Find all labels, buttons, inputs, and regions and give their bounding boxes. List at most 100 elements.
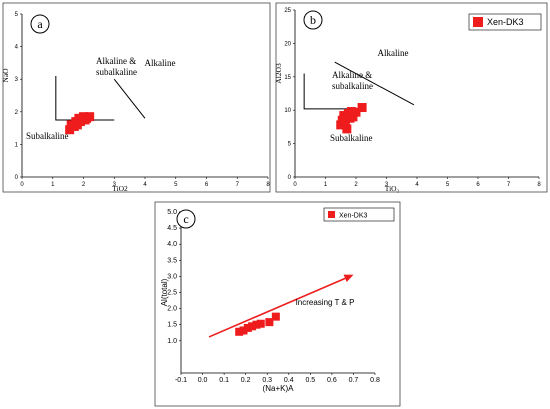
field-annotation: Alkaline & bbox=[96, 56, 136, 66]
y-tick-label: 4.0 bbox=[167, 241, 177, 248]
y-tick-label: 25 bbox=[284, 8, 291, 14]
field-annotation: subalkaline bbox=[332, 81, 373, 91]
data-point bbox=[357, 103, 367, 113]
y-tick-label: 5.0 bbox=[167, 209, 177, 216]
y-tick-label: 3 bbox=[15, 77, 19, 83]
y-tick-label: 15 bbox=[284, 75, 291, 81]
y-tick-label: 4.5 bbox=[167, 225, 177, 232]
x-axis-label: TiO₂ bbox=[385, 184, 400, 193]
x-tick-label: 5 bbox=[446, 182, 450, 188]
data-point bbox=[351, 107, 361, 117]
legend-box bbox=[323, 207, 395, 222]
panel-b-chart: 0 1 2 3 4 5 6 7 8 0 5 10 15 20 25 TiO₂ Al2O3 b Alkaline Alk… bbox=[274, 2, 548, 193]
x-tick-label: 0.1 bbox=[219, 377, 229, 384]
x-tick-label: 0.7 bbox=[349, 377, 359, 384]
field-annotation: subalkaline bbox=[96, 67, 137, 77]
field-annotation: Alkaline bbox=[145, 58, 176, 68]
trend-arrow-head bbox=[343, 274, 354, 283]
legend-label: Xen-DK3 bbox=[339, 213, 368, 220]
field-annotation: Subalkaline bbox=[330, 133, 373, 143]
x-tick-label: 8 bbox=[537, 182, 541, 188]
data-point bbox=[75, 117, 85, 127]
field-boundary-line bbox=[334, 61, 415, 106]
legend-label: Xen-DK3 bbox=[487, 17, 524, 27]
data-point bbox=[271, 312, 280, 321]
x-tick-label: 0.4 bbox=[284, 377, 294, 384]
axes-frame bbox=[180, 212, 375, 374]
x-tick-label: 0 bbox=[293, 182, 297, 188]
y-tick-label: 3.5 bbox=[167, 257, 177, 264]
legend-box bbox=[468, 13, 542, 31]
x-tick-label: 6 bbox=[476, 182, 480, 188]
panel-border bbox=[2, 2, 271, 193]
y-tick-label: 4 bbox=[15, 45, 19, 51]
data-point bbox=[65, 125, 75, 135]
data-point bbox=[243, 323, 252, 332]
x-tick-label: 5 bbox=[174, 182, 178, 188]
data-point bbox=[336, 120, 346, 130]
field-boundary-line bbox=[55, 75, 115, 121]
y-tick-label: 2.0 bbox=[167, 306, 177, 313]
y-tick-label: 5 bbox=[288, 142, 292, 148]
panel-a-chart: 0 1 2 3 4 5 6 7 8 0 1 2 3 4 5 TiO2 NaO a Alkaline &subalka… bbox=[1, 2, 271, 193]
legend-swatch bbox=[473, 17, 483, 27]
x-tick-label: 0 bbox=[20, 182, 24, 188]
y-axis-label: NaO bbox=[1, 68, 10, 83]
field-annotation: Alkaline & bbox=[332, 70, 372, 80]
y-axis-label: Al2O3 bbox=[274, 63, 283, 84]
y-tick-label: 20 bbox=[284, 41, 291, 47]
axes-frame bbox=[294, 10, 539, 178]
x-tick-label: 7 bbox=[236, 182, 240, 188]
panel-c-chart: -0.1 0.0 0.1 0.2 0.3 0.4 0.5 0.6 0.7 0.8 1.0 1.5 2.0… bbox=[154, 201, 401, 407]
x-tick-label: 3 bbox=[113, 182, 117, 188]
panel-letter-circle bbox=[303, 10, 323, 30]
trend-arrow-line bbox=[208, 277, 346, 338]
x-tick-label: 0.0 bbox=[198, 377, 208, 384]
panel-border bbox=[154, 201, 401, 407]
axes-frame bbox=[21, 14, 268, 178]
data-point bbox=[85, 112, 95, 122]
x-tick-label: 8 bbox=[266, 182, 270, 188]
x-tick-label: 4 bbox=[415, 182, 419, 188]
y-tick-label: 1.0 bbox=[167, 338, 177, 345]
y-tick-label: 0 bbox=[15, 175, 19, 181]
data-point bbox=[252, 320, 261, 329]
data-point bbox=[339, 111, 349, 121]
y-tick-label: 1.5 bbox=[167, 322, 177, 329]
data-point bbox=[342, 124, 352, 134]
panel-letter: a bbox=[37, 17, 43, 31]
legend-swatch bbox=[328, 211, 335, 218]
data-point bbox=[265, 318, 274, 327]
data-point bbox=[340, 119, 350, 129]
y-axis-label: Al(total) bbox=[160, 278, 169, 306]
panel-letter-circle bbox=[30, 14, 50, 34]
y-tick-label: 1 bbox=[15, 142, 19, 148]
panel-letter: b bbox=[310, 13, 316, 27]
x-tick-label: 1 bbox=[324, 182, 328, 188]
x-tick-label: 2 bbox=[354, 182, 358, 188]
x-tick-label: 7 bbox=[507, 182, 511, 188]
data-point bbox=[239, 326, 248, 335]
panel-letter-circle bbox=[176, 209, 196, 229]
field-annotation: Subalkaline bbox=[26, 131, 69, 141]
x-tick-label: 0.5 bbox=[305, 377, 315, 384]
x-tick-label: 0.3 bbox=[262, 377, 272, 384]
field-boundary-line bbox=[303, 73, 366, 110]
x-tick-label: -0.1 bbox=[175, 377, 187, 384]
x-tick-label: 0.8 bbox=[370, 377, 380, 384]
field-boundary-line bbox=[113, 78, 146, 119]
data-point bbox=[256, 319, 265, 328]
field-annotation: Alkaline bbox=[378, 48, 409, 58]
x-tick-label: 0.2 bbox=[241, 377, 251, 384]
y-tick-label: 2 bbox=[15, 110, 19, 116]
data-point bbox=[235, 327, 244, 336]
x-tick-label: 6 bbox=[205, 182, 209, 188]
y-tick-label: 5 bbox=[15, 12, 19, 18]
x-tick-label: 2 bbox=[82, 182, 86, 188]
panel-border bbox=[275, 2, 548, 193]
y-tick-label: 0 bbox=[288, 175, 292, 181]
x-axis-label: (Na+K)A bbox=[263, 384, 295, 393]
panel-letter: c bbox=[183, 212, 188, 226]
data-point bbox=[346, 107, 356, 117]
